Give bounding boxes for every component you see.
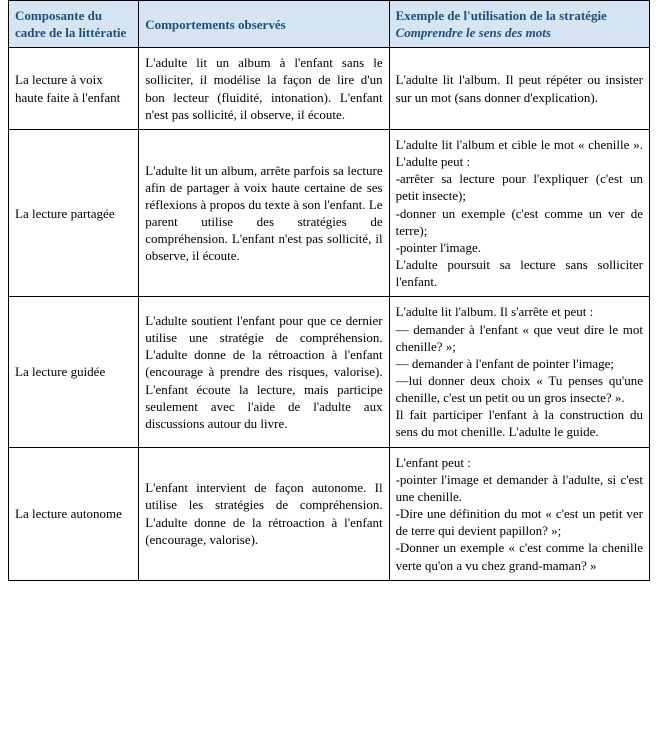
- row-behaviors: L'adulte soutient l'enfant pour que ce d…: [139, 297, 389, 447]
- row-behaviors: L'adulte lit un album, arrête parfois sa…: [139, 129, 389, 296]
- header-exemple-prefix: Exemple de l'utilisation de la stratégie: [396, 8, 607, 23]
- table-body: La lecture à voix haute faite à l'enfant…: [9, 48, 650, 580]
- table-header: Composante du cadre de la littératie Com…: [9, 1, 650, 48]
- row-label: La lecture à voix haute faite à l'enfant: [9, 48, 139, 130]
- table-row: La lecture partagée L'adulte lit un albu…: [9, 129, 650, 296]
- row-example: L'adulte lit l'album. Il peut répéter ou…: [389, 48, 649, 130]
- row-behaviors: L'enfant intervient de façon autonome. I…: [139, 447, 389, 580]
- header-composante: Composante du cadre de la littératie: [9, 1, 139, 48]
- row-behaviors: L'adulte lit un album à l'enfant sans le…: [139, 48, 389, 130]
- header-exemple: Exemple de l'utilisation de la stratégie…: [389, 1, 649, 48]
- table-row: La lecture autonome L'enfant intervient …: [9, 447, 650, 580]
- literacy-components-table: Composante du cadre de la littératie Com…: [8, 0, 650, 581]
- row-example: L'enfant peut :-pointer l'image et deman…: [389, 447, 649, 580]
- row-example: L'adulte lit l'album et cible le mot « c…: [389, 129, 649, 296]
- row-label: La lecture guidée: [9, 297, 139, 447]
- table-row: La lecture guidée L'adulte soutient l'en…: [9, 297, 650, 447]
- header-exemple-strategy-name: Comprendre le sens des mots: [396, 25, 551, 40]
- row-label: La lecture partagée: [9, 129, 139, 296]
- table-header-row: Composante du cadre de la littératie Com…: [9, 1, 650, 48]
- page: Composante du cadre de la littératie Com…: [0, 0, 658, 589]
- row-label: La lecture autonome: [9, 447, 139, 580]
- header-comportements: Comportements observés: [139, 1, 389, 48]
- table-row: La lecture à voix haute faite à l'enfant…: [9, 48, 650, 130]
- row-example: L'adulte lit l'album. Il s'arrête et peu…: [389, 297, 649, 447]
